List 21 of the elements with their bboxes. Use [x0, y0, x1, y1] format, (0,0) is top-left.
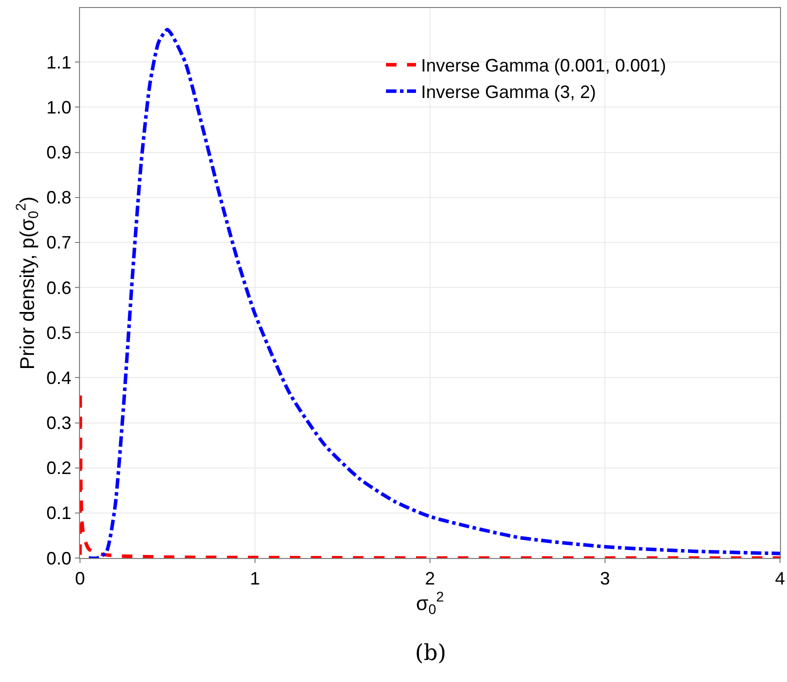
x-tick-label: 4: [774, 568, 786, 589]
text: (b): [415, 641, 446, 666]
line-series: [87, 28, 780, 558]
y-tick-label: 0.5: [46, 322, 72, 343]
y-tick-label: 0.4: [46, 368, 72, 388]
legend-label: Inverse Gamma (0.001, 0.001): [421, 56, 666, 76]
y-tick-label: 0.0: [46, 548, 72, 568]
x-tick-label: 3: [600, 568, 610, 589]
y-tick-label: 0.2: [46, 458, 72, 478]
y-tick-label: 0.8: [46, 188, 72, 208]
x-tick-label: 2: [424, 568, 436, 589]
y-tick-label: 0.3: [46, 413, 72, 434]
x-tick-label: 0: [74, 568, 86, 589]
x-tick-label: 1: [250, 568, 260, 589]
y-tick-label: 0.6: [46, 278, 72, 298]
y-tick-label: 1.0: [46, 97, 72, 118]
y-tick-label: 0.1: [46, 503, 72, 524]
y-tick-label: 0.9: [46, 142, 72, 163]
legend-label: Inverse Gamma (3, 2): [421, 82, 596, 102]
y-tick-label: 1.1: [46, 52, 72, 72]
y-tick-label: 0.7: [46, 232, 72, 253]
